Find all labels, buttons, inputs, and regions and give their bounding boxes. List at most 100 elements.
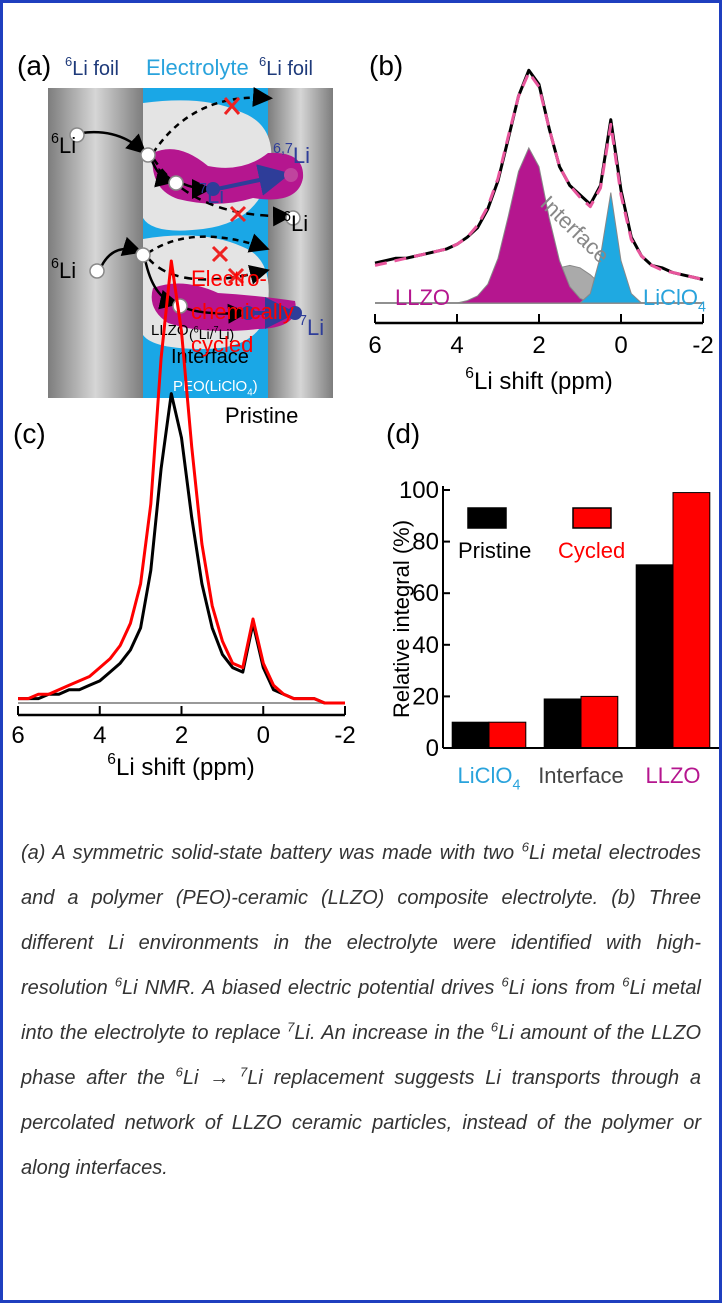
x-tick-label: 6: [11, 722, 24, 749]
text-part: Li/: [199, 326, 214, 342]
text-part: 6: [283, 209, 291, 225]
text-part: 6: [259, 54, 266, 69]
annotation: LiClO4: [643, 285, 706, 316]
legend-swatch: [572, 507, 612, 529]
x-tick-label: 0: [257, 722, 270, 749]
superscript: 7: [287, 1019, 295, 1035]
y-tick-label: 60: [412, 580, 439, 607]
panel-label: (d): [386, 418, 420, 449]
bar: [543, 698, 582, 749]
caption-text: Li replacement suggests Li transports th…: [21, 1067, 701, 1179]
spectrum-line: [18, 259, 345, 705]
diagram-label: 6Li: [51, 256, 76, 283]
diagram-label: LLZO: [151, 322, 189, 339]
diagram-label: Interface: [171, 346, 249, 368]
x-tick-label: 4: [450, 332, 463, 359]
x-tick-label: 2: [532, 332, 545, 359]
x-tick-label: LiClO4: [458, 763, 521, 794]
llzo-region: [151, 283, 296, 331]
caption-text: Li ions from: [508, 977, 623, 999]
text-part: Li): [219, 326, 235, 342]
annotation: Pristine: [225, 403, 298, 428]
text-part: PEO(LiClO: [173, 378, 247, 395]
component-area: [375, 192, 703, 304]
component-area: [375, 146, 703, 304]
caption-text: Li metal into the electrolyte to replace: [21, 977, 701, 1044]
y-axis-title: Relative integral (%): [389, 520, 414, 718]
legend-swatch: [467, 507, 507, 529]
arrow: [147, 257, 270, 285]
panel-label: (c): [13, 418, 46, 449]
annotation: Electro-: [191, 266, 267, 291]
x-axis-title: 6Li shift (ppm): [465, 365, 612, 395]
superscript: 6: [622, 974, 630, 990]
text-part: 6,7: [273, 141, 293, 157]
annotation: LLZO: [395, 285, 450, 310]
text-part: LiClO: [458, 763, 513, 788]
text-part: 6: [51, 131, 59, 147]
arrow: [151, 87, 273, 154]
text-part: 4: [247, 388, 253, 399]
text-part: 6: [65, 54, 72, 69]
panel-label: (b): [369, 50, 403, 81]
arrow: [184, 303, 248, 324]
text-part: Li: [307, 315, 324, 340]
diagram-label: (6Li/7Li): [189, 325, 234, 342]
text-part: 7: [214, 325, 219, 335]
annotation: chemically: [191, 299, 294, 324]
caption-text: Li →: [182, 1067, 240, 1089]
li-atoms: [69, 127, 301, 314]
text-part: Li: [293, 143, 310, 168]
caption: (a) A symmetric solid-state battery was …: [21, 831, 701, 1191]
legend-label: Cycled: [558, 538, 625, 563]
superscript: 6: [501, 974, 509, 990]
text-part: Li foil: [72, 58, 119, 80]
arrow: [99, 236, 143, 268]
x-tick-label: -2: [334, 722, 355, 749]
x-tick-label: 0: [614, 332, 627, 359]
diagram-label: 6Li: [51, 131, 76, 158]
text-part: Li: [59, 133, 76, 158]
diagram-label: 6Li: [283, 209, 308, 236]
text-part: 4: [513, 778, 521, 794]
label: (a): [17, 50, 51, 81]
diagram-label: Electrolyte: [146, 55, 249, 80]
arrow: [151, 157, 293, 227]
text-part: (: [189, 326, 194, 342]
text-part: Li: [207, 183, 224, 208]
superscript: 6: [175, 1064, 183, 1080]
text-part: Li foil: [266, 58, 313, 80]
bar: [451, 721, 490, 749]
arrow: [216, 164, 291, 196]
diagram-label: 6Li foil: [259, 54, 313, 80]
y-tick-label: 20: [412, 683, 439, 710]
superscript: 6: [521, 839, 529, 855]
text-part: Li shift (ppm): [474, 368, 613, 395]
x-tick-label: 2: [175, 722, 188, 749]
x-tick-label: Interface: [538, 763, 624, 788]
bar: [580, 695, 619, 749]
bar: [672, 492, 711, 749]
x-tick-label: 4: [93, 722, 106, 749]
text-part: 4: [698, 300, 706, 316]
legend-label: Pristine: [458, 538, 531, 563]
arrow: [143, 258, 180, 310]
text-part: 6: [107, 751, 116, 768]
diagram-label: 6Li foil: [65, 54, 119, 80]
text-part: 6: [194, 325, 199, 335]
diagram-label: 7Li: [199, 181, 224, 208]
annotation: cycled: [191, 332, 253, 357]
text-part: LiClO: [643, 285, 698, 310]
x-axis-title: 6Li shift (ppm): [107, 751, 254, 781]
bar: [635, 564, 674, 749]
arrow: [147, 233, 270, 255]
text-part: ): [253, 378, 258, 395]
text-part: Li: [59, 258, 76, 283]
x-tick-label: -2: [692, 332, 713, 359]
text-part: Li shift (ppm): [116, 754, 255, 781]
text-part: 7: [199, 181, 207, 197]
arrow: [80, 130, 147, 155]
caption-text: (a) A symmetric solid-state battery was …: [21, 842, 522, 864]
y-tick-label: 100: [399, 477, 439, 504]
